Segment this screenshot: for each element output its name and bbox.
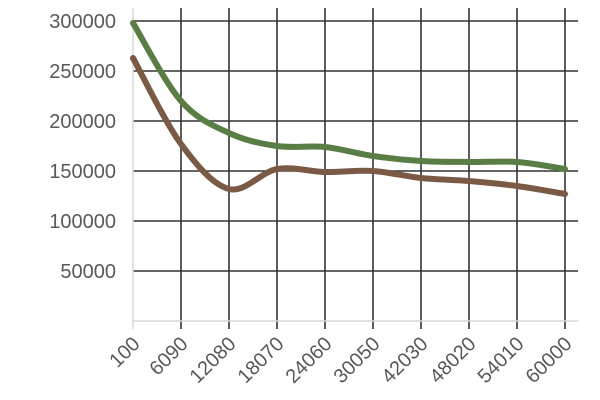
y-tick-label: 300000 bbox=[49, 11, 116, 33]
y-tick-label: 50000 bbox=[60, 261, 116, 283]
y-tick-label: 100000 bbox=[49, 211, 116, 233]
y-tick-label: 200000 bbox=[49, 111, 116, 133]
y-tick-label: 150000 bbox=[49, 161, 116, 183]
x-tick-label: 12080 bbox=[186, 333, 241, 388]
x-tick-label: 54010 bbox=[474, 333, 529, 388]
grid bbox=[132, 8, 578, 329]
x-tick-label: 24060 bbox=[282, 333, 337, 388]
x-tick-label: 42030 bbox=[378, 333, 433, 388]
x-tick-label: 18070 bbox=[234, 333, 289, 388]
x-tick-label: 60000 bbox=[522, 333, 577, 388]
series-line-2 bbox=[130, 55, 568, 197]
x-tick-label: 30050 bbox=[330, 333, 385, 388]
series-line-1 bbox=[130, 20, 568, 172]
x-tick-label: 48020 bbox=[426, 333, 481, 388]
x-axis-ticks: 100 6090120801807024060300504203048020540… bbox=[105, 333, 576, 388]
x-tick-label: 100 bbox=[105, 333, 144, 372]
y-axis-ticks: 50000 100000 150000 200000 250000 300000 bbox=[49, 11, 116, 283]
y-tick-label: 250000 bbox=[49, 61, 116, 83]
series-layer bbox=[130, 20, 568, 197]
